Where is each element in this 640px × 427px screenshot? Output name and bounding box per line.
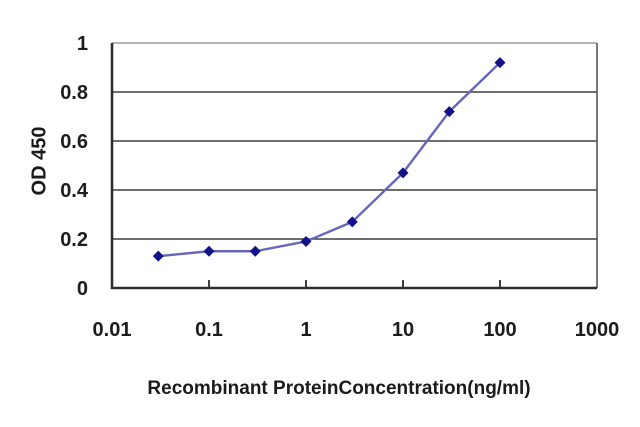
series-line [157, 61, 502, 258]
y-axis-title: OD 450 [28, 126, 51, 196]
x-tick-label: 1000 [575, 319, 620, 341]
x-tick-label: 0.01 [93, 319, 132, 341]
data-point-marker [494, 57, 506, 69]
x-tick-label: 100 [483, 319, 516, 341]
y-tick-label: 0.4 [60, 180, 89, 202]
x-axis-title: Recombinant ProteinConcentration(ng/ml) [147, 378, 531, 399]
y-tick-label: 0.8 [60, 82, 88, 104]
y-tick-label: 0.6 [60, 131, 88, 153]
data-point-marker [152, 250, 164, 262]
data-point-marker [397, 167, 409, 179]
data-point-marker [443, 106, 455, 118]
data-point-marker [249, 245, 261, 257]
data-point-marker [203, 245, 215, 257]
data-point-marker [300, 235, 312, 247]
x-tick-label: 1 [300, 319, 311, 341]
x-tick-label: 0.1 [195, 319, 223, 341]
x-tick-label: 10 [392, 319, 414, 341]
y-tick-label: 1 [77, 33, 88, 55]
data-point-marker [346, 216, 358, 228]
y-tick-label: 0.2 [60, 229, 88, 251]
y-tick-label: 0 [77, 278, 88, 300]
